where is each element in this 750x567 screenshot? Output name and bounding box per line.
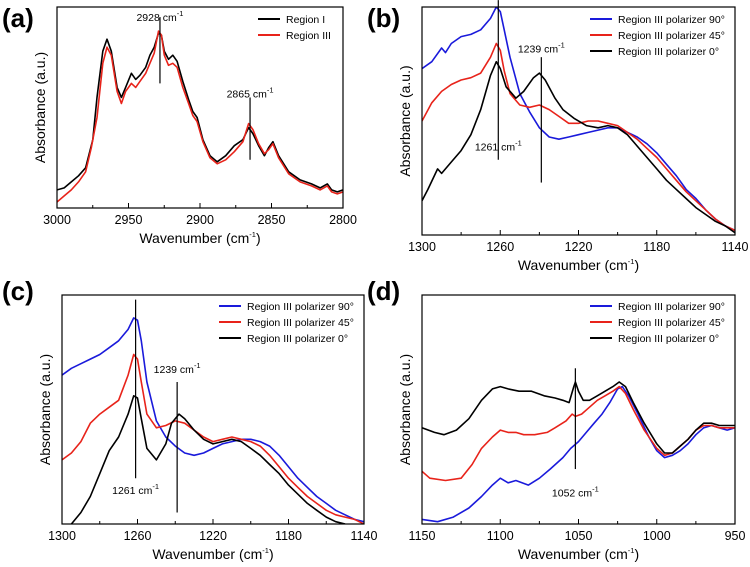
x-tick-label: 1180 [275, 529, 302, 543]
y-axis-label: Absorbance (a.u.) [37, 354, 53, 465]
panel-c: (c) 1300 1260 1220 1180 1140 Wavenumber (cm-1)… [2, 276, 377, 562]
x-axis-label: Wavenumber (cm-1) [139, 230, 260, 246]
legend-label: Region III polarizer 0° [247, 333, 348, 345]
legend-label: Region I [286, 14, 325, 26]
annotation-label: 1239 cm-1 [154, 361, 201, 376]
series-line-0 [62, 317, 364, 523]
x-tick-label: 2900 [186, 213, 214, 227]
series-line-2 [422, 381, 735, 454]
series-line-0 [422, 385, 735, 523]
x-tick-label: 1220 [565, 240, 593, 254]
x-tick-label: 1150 [409, 529, 436, 543]
annotation-label: 1239 cm-1 [518, 41, 565, 56]
series-line-2 [422, 60, 735, 234]
x-tick-label: 1140 [351, 529, 378, 543]
series-line-1 [57, 30, 343, 203]
x-tick-label: 2950 [115, 213, 143, 227]
legend-label: Region III [286, 30, 331, 42]
legend-label: Region III polarizer 0° [618, 46, 719, 58]
legend-label: Region III polarizer 45° [618, 30, 725, 42]
x-tick-label: 1300 [408, 240, 436, 254]
x-tick-label: 1220 [199, 529, 227, 543]
series-line-1 [422, 42, 735, 232]
y-axis-label: Absorbance (a.u.) [32, 52, 48, 163]
annotation-label: 1261 cm-1 [112, 482, 159, 497]
y-axis-label: Absorbance (a.u.) [397, 354, 413, 465]
annotation-label: 2928 cm-1 [136, 9, 183, 24]
x-tick-label: 1300 [48, 529, 76, 543]
legend-label: Region III polarizer 90° [618, 301, 725, 313]
x-tick-label: 1050 [565, 529, 593, 543]
x-axis-label: Wavenumber (cm-1) [518, 257, 639, 273]
panel-b: (b) 1300 1260 1220 1180 1140 Wavenumber (cm-1)… [367, 0, 748, 273]
legend: Region III polarizer 90° Region III polar… [219, 301, 354, 345]
panel-label: (a) [2, 3, 34, 33]
legend: Region III polarizer 90° Region III polar… [590, 301, 725, 345]
x-tick-label: 1140 [722, 240, 749, 254]
x-axis-label: Wavenumber (cm-1) [518, 546, 639, 562]
x-axis-label: Wavenumber (cm-1) [152, 546, 273, 562]
panel-label: (c) [2, 276, 34, 306]
series-line-0 [422, 7, 735, 232]
x-tick-label: 950 [725, 529, 746, 543]
series-line-1 [62, 353, 364, 524]
x-tick-label: 1100 [487, 529, 514, 543]
panel-a: (a) 3000 2950 2900 2850 2800 Wavenumber (cm-1)… [2, 3, 357, 246]
series-line-0 [57, 32, 343, 193]
panel-d: (d) 1150 1100 1050 1000 950 Wavenumber (cm-1) A… [367, 276, 745, 562]
x-tick-label: 1260 [124, 529, 152, 543]
legend: Region III polarizer 90° Region III polar… [590, 14, 725, 58]
legend-label: Region III polarizer 45° [618, 317, 725, 329]
x-tick-label: 2850 [258, 213, 286, 227]
legend-label: Region III polarizer 0° [618, 333, 719, 345]
panel-label: (d) [367, 276, 400, 306]
panel-label: (b) [367, 3, 400, 33]
legend-label: Region III polarizer 45° [247, 317, 354, 329]
annotation-label: 1052 cm-1 [552, 485, 599, 500]
annotation-label: 2865 cm-1 [227, 85, 274, 100]
series-line-1 [422, 385, 735, 482]
legend: Region I Region III [258, 14, 331, 42]
legend-label: Region III polarizer 90° [618, 14, 725, 26]
x-tick-label: 3000 [43, 213, 71, 227]
x-tick-label: 1180 [643, 240, 670, 254]
y-axis-label: Absorbance (a.u.) [397, 65, 413, 176]
series-line-2 [70, 395, 346, 524]
x-tick-label: 1000 [643, 529, 671, 543]
annotation-label: 1261 cm-1 [475, 139, 522, 154]
legend-label: Region III polarizer 90° [247, 301, 354, 313]
x-tick-label: 2800 [329, 213, 357, 227]
x-tick-label: 1260 [486, 240, 514, 254]
